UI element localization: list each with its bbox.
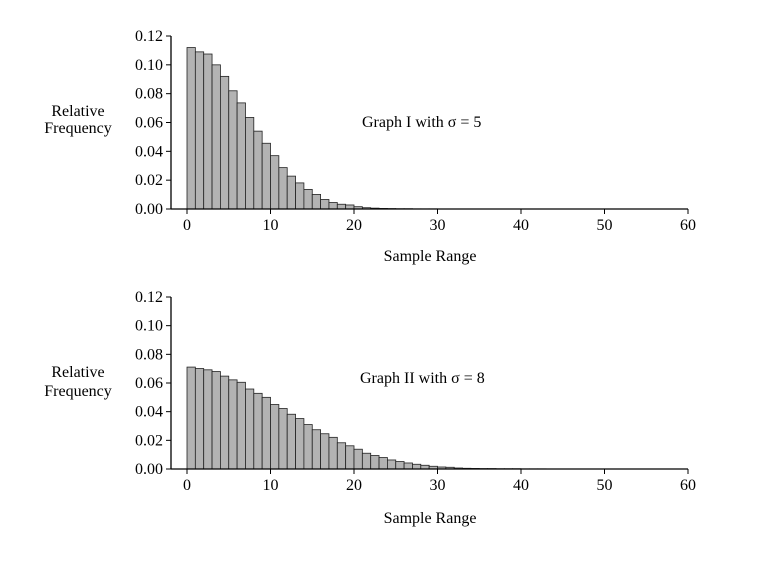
bar — [303, 188, 313, 210]
bar — [194, 51, 205, 210]
x-tick-label: 10 — [263, 217, 279, 234]
bar — [211, 64, 221, 210]
bar — [320, 433, 330, 470]
y-tick-label: 0.04 — [135, 143, 163, 160]
bar — [194, 368, 205, 470]
y-tick-label: 0.06 — [135, 375, 163, 392]
bar — [353, 448, 363, 470]
bar — [345, 445, 355, 470]
bar — [236, 102, 246, 210]
bar — [203, 53, 213, 210]
bar — [228, 379, 238, 470]
bar — [328, 202, 338, 210]
y-tick-label: 0.12 — [135, 28, 163, 45]
x-axis-label: Sample Range — [384, 248, 477, 265]
bar — [295, 418, 305, 470]
x-tick-label: 50 — [597, 477, 613, 494]
y-tick-label: 0.02 — [135, 432, 163, 449]
x-tick-label: 40 — [513, 477, 529, 494]
chart-title: Graph II with σ = 8 — [360, 370, 485, 387]
bar — [253, 392, 263, 470]
bar — [186, 47, 196, 210]
bar — [253, 130, 263, 210]
bar — [311, 429, 322, 470]
x-tick-label: 0 — [183, 217, 191, 234]
bar — [228, 90, 238, 210]
bar — [328, 436, 338, 470]
y-tick-label: 0.02 — [135, 172, 163, 189]
y-axis-label: Frequency — [44, 383, 112, 400]
bar — [295, 182, 305, 210]
bar — [219, 75, 230, 210]
bar — [261, 396, 271, 470]
bar — [311, 194, 322, 210]
y-tick-label: 0.00 — [135, 461, 163, 478]
y-axis-label: Frequency — [44, 120, 112, 137]
bar — [261, 142, 271, 210]
bar — [395, 461, 405, 470]
bar — [370, 455, 380, 470]
bar — [286, 175, 296, 210]
bar — [186, 366, 196, 470]
bar — [361, 452, 372, 470]
bar — [211, 371, 221, 470]
x-tick-label: 40 — [513, 217, 529, 234]
y-axis-label: Relative — [51, 103, 104, 120]
bar — [336, 203, 347, 210]
x-tick-label: 10 — [263, 477, 279, 494]
bar — [336, 442, 347, 470]
y-tick-label: 0.08 — [135, 86, 163, 103]
x-tick-label: 0 — [183, 477, 191, 494]
bar — [378, 457, 388, 470]
x-tick-label: 30 — [430, 477, 446, 494]
y-tick-label: 0.12 — [135, 289, 163, 306]
bar — [403, 462, 413, 470]
bar — [386, 459, 397, 470]
bar — [245, 117, 255, 210]
chart-panel-1: 0.00 0.02 0.04 0.06 0.08 0.10 0.12 0 10 20 30 40 50 6… — [44, 28, 696, 265]
y-tick-label: 0.08 — [135, 346, 163, 363]
bar — [286, 413, 296, 470]
bar — [270, 155, 280, 210]
bar — [320, 199, 330, 210]
chart-panel-2: 0.00 0.02 0.04 0.06 0.08 0.10 0.12 0 10 20 30 40 50 6… — [44, 289, 696, 527]
x-tick-label: 50 — [597, 217, 613, 234]
bar — [203, 369, 213, 470]
bar — [278, 167, 288, 210]
y-axis-label: Relative — [51, 364, 104, 381]
bar — [245, 388, 255, 470]
y-tick-label: 0.00 — [135, 201, 163, 218]
bar — [278, 408, 288, 470]
y-tick-label: 0.06 — [135, 115, 163, 132]
x-axis-label: Sample Range — [384, 510, 477, 527]
y-tick-label: 0.10 — [135, 318, 163, 335]
x-tick-label: 60 — [680, 477, 696, 494]
x-tick-label: 30 — [430, 217, 446, 234]
x-tick-label: 20 — [346, 477, 362, 494]
x-tick-label: 60 — [680, 217, 696, 234]
chart-title: Graph I with σ = 5 — [362, 114, 481, 131]
bar — [219, 375, 230, 470]
bar — [303, 424, 313, 470]
bar — [412, 463, 422, 470]
bar — [270, 404, 280, 470]
y-tick-label: 0.10 — [135, 57, 163, 74]
bar — [236, 381, 246, 470]
x-tick-label: 20 — [346, 217, 362, 234]
y-tick-label: 0.04 — [135, 404, 163, 421]
